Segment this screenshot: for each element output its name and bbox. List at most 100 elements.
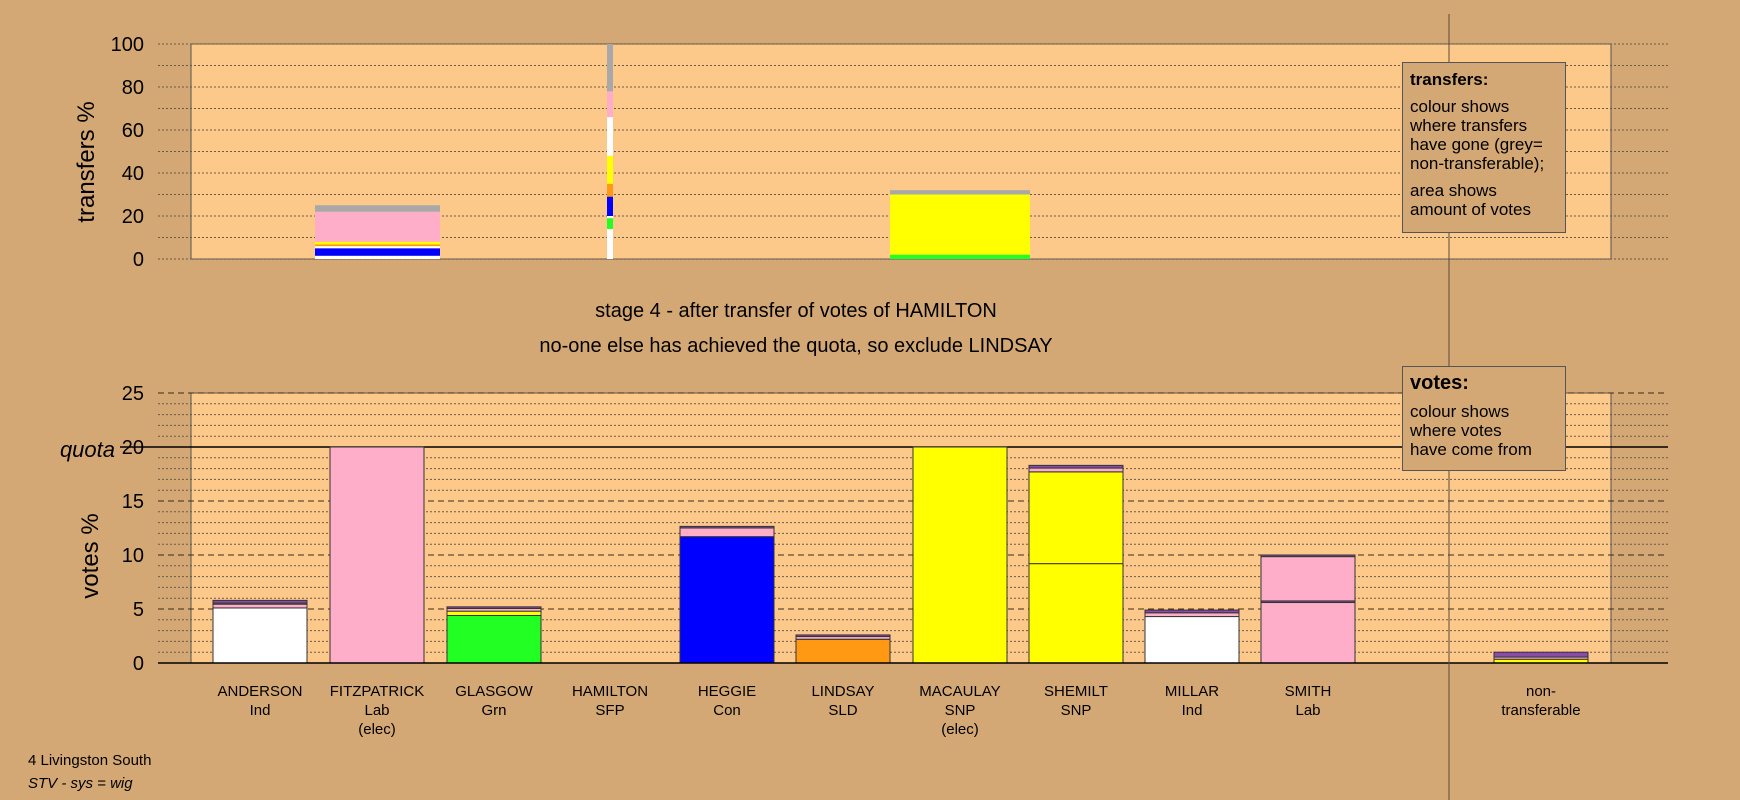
transfer-segment (607, 228, 613, 259)
x-category-label: MACAULAY (919, 683, 1000, 700)
transfer-bar-hamilton (607, 44, 613, 259)
transfers-bars (315, 44, 1030, 259)
transfer-bar-macaulay (890, 190, 1030, 259)
transfer-segment (315, 255, 440, 259)
vote-segment (1028, 563, 1124, 664)
transfers-legend-line: area shows (1410, 181, 1497, 200)
transfer-segment (315, 248, 440, 256)
transfer-segment (607, 218, 613, 229)
transfers-legend-line: have gone (grey= (1410, 135, 1543, 154)
vote-bar-lindsay (795, 634, 891, 664)
x-category-label: Lab (1295, 702, 1320, 719)
transfer-segment (607, 91, 613, 118)
transfer-segment (607, 196, 613, 216)
transfer-segment (607, 155, 613, 184)
votes-grid (120, 392, 1668, 664)
votes-y-axis: 0 5 10 15 20 25 (122, 383, 1668, 675)
x-category-label: SLD (828, 702, 857, 719)
transfer-segment (315, 205, 440, 212)
transfers-y-tick: 20 (122, 206, 144, 228)
vote-bar-macaulay (912, 446, 1008, 664)
vote-segment (212, 603, 308, 609)
votes-y-tick: 10 (122, 545, 144, 567)
vote-segment (795, 638, 891, 664)
vote-segment (212, 599, 308, 604)
transfer-segment (607, 117, 613, 156)
transfers-y-tick: 0 (133, 249, 144, 271)
transfers-legend-line: where transfers (1410, 116, 1528, 135)
vote-bar-shemilt (1028, 464, 1124, 664)
transfers-y-tick: 60 (122, 120, 144, 142)
transfers-legend-line: amount of votes (1410, 200, 1531, 219)
votes-x-labels: ANDERSON Ind FITZPATRICK Lab (elec) GLASGOW Gr… (217, 683, 1580, 738)
x-category-label: HAMILTON (572, 683, 648, 700)
transfers-y-label: transfers % (73, 101, 100, 222)
votes-y-tick: 0 (133, 653, 144, 675)
transfer-segment (890, 190, 1030, 195)
votes-legend-line: colour shows (1410, 402, 1510, 421)
votes-bars (212, 446, 1589, 664)
votes-legend-title: votes: (1410, 372, 1469, 394)
vote-bar-smith (1260, 554, 1356, 664)
votes-y-tick: 25 (122, 383, 144, 405)
vote-segment (795, 634, 891, 638)
transfers-y-tick: 80 (122, 77, 144, 99)
x-category-label: LINDSAY (811, 683, 874, 700)
votes-y-tick: 20 (122, 437, 144, 459)
vote-bar-glasgow (446, 606, 542, 664)
vote-segment (446, 606, 542, 609)
vote-segment (679, 525, 775, 529)
x-category-label: SHEMILT (1044, 683, 1108, 700)
x-category-label: (elec) (358, 721, 396, 738)
vote-bar-non-transferable (1493, 651, 1589, 664)
vote-segment (212, 607, 308, 664)
votes-legend-line: have come from (1410, 440, 1532, 459)
transfer-segment (315, 241, 440, 245)
transfers-y-axis: 0 20 40 60 80 100 (111, 34, 144, 271)
ward-name: 4 Livingston South (28, 752, 152, 769)
vote-segment (1028, 471, 1124, 565)
transfers-y-tick: 40 (122, 163, 144, 185)
vote-segment (679, 536, 775, 664)
x-category-label: transferable (1501, 702, 1580, 719)
transfers-legend-line: colour shows (1410, 97, 1510, 116)
transfer-segment (315, 246, 440, 249)
stage-title: stage 4 - after transfer of votes of HAM… (595, 300, 997, 322)
votes-plot-area (190, 392, 1612, 664)
x-category-label: SMITH (1285, 683, 1332, 700)
vote-segment (1144, 616, 1240, 664)
vote-segment (1493, 651, 1589, 658)
x-category-label: Grn (481, 702, 506, 719)
x-category-label: Lab (364, 702, 389, 719)
x-category-label: Ind (1182, 702, 1203, 719)
vote-segment (446, 610, 542, 616)
x-category-label: FITZPATRICK (330, 683, 424, 700)
vote-segment (1144, 609, 1240, 614)
transfers-y-tick: 100 (111, 34, 144, 56)
transfer-segment (890, 254, 1030, 259)
transfer-segment (890, 194, 1030, 255)
votes-y-tick: 15 (122, 491, 144, 513)
quota-label: quota (60, 437, 115, 462)
x-category-label: non- (1526, 683, 1556, 700)
vote-segment (1028, 467, 1124, 473)
votes-legend-line: where votes (1410, 421, 1502, 440)
transfers-legend-line: non-transferable); (1410, 154, 1545, 173)
x-category-label: MILLAR (1165, 683, 1219, 700)
vote-segment (1028, 464, 1124, 469)
x-category-label: (elec) (941, 721, 979, 738)
transfer-bar-anderson (315, 205, 440, 259)
transfers-legend: transfers: colour shows where transfers … (1402, 62, 1566, 233)
transfer-segment (607, 183, 613, 197)
vote-segment (446, 614, 542, 664)
vote-segment (329, 446, 425, 664)
vote-segment (1260, 554, 1356, 558)
voting-system: STV - sys = wig (28, 775, 133, 792)
x-category-label: Con (713, 702, 741, 719)
x-category-label: SNP (1061, 702, 1092, 719)
vote-segment (679, 527, 775, 538)
votes-y-tick: 5 (133, 599, 144, 621)
x-category-label: SNP (945, 702, 976, 719)
stage-subtitle: no-one else has achieved the quota, so e… (539, 335, 1053, 357)
vote-bar-millar (1144, 609, 1240, 664)
